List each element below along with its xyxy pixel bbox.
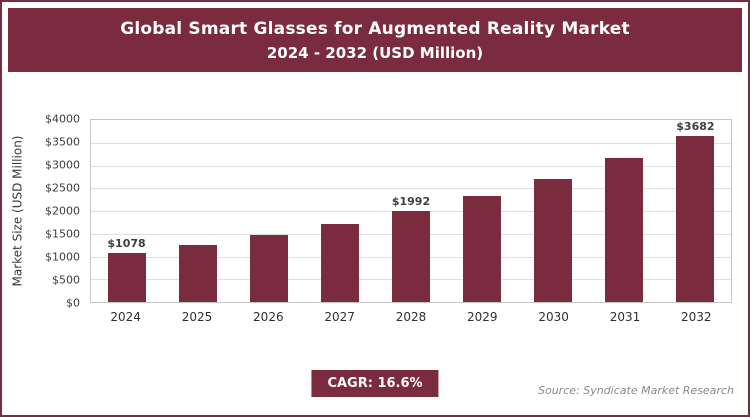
- y-tick-label: $0: [66, 296, 80, 310]
- bar: [391, 211, 430, 302]
- y-tick-label: $3500: [45, 135, 80, 149]
- x-tick-label: 2028: [395, 310, 427, 324]
- x-tick-label: 2030: [538, 310, 569, 324]
- y-axis-ticks: $4000 $3500 $3000 $2500 $2000 $1500 $1000 $500 $…: [36, 113, 86, 310]
- x-tick-label: 2025: [181, 310, 213, 324]
- bar-value-label: $1992: [391, 195, 431, 209]
- bar: [178, 244, 217, 302]
- x-tick-label: 2032: [681, 310, 712, 324]
- bar: [605, 158, 644, 302]
- y-tick-label: $2500: [45, 181, 80, 195]
- y-tick-label: $2000: [45, 204, 80, 218]
- bar: [463, 196, 502, 302]
- x-tick-label: 2024: [110, 310, 141, 324]
- bar-cell: [518, 120, 589, 302]
- bar-cell: [589, 120, 660, 302]
- gridline: [91, 188, 731, 190]
- bar: [107, 252, 146, 302]
- y-tick-label: $3000: [45, 158, 80, 172]
- bar-value-label: $3682: [676, 120, 715, 133]
- cagr-badge: CAGR: 16.6%: [311, 370, 439, 397]
- bar-cell: [162, 120, 233, 302]
- chart-title-banner: Global Smart Glasses for Augmented Reali…: [8, 8, 742, 72]
- x-tick-label: 2029: [467, 310, 498, 324]
- bar-cell: $1078: [91, 120, 162, 302]
- gridline: [91, 165, 731, 167]
- chart-title-line1: Global Smart Glasses for Augmented Reali…: [120, 18, 630, 39]
- bar-value-label: $1078: [107, 236, 146, 250]
- bars-row: $1078 $1992 $3682: [91, 120, 731, 302]
- x-tick-label: 2027: [324, 310, 355, 324]
- bar: [249, 235, 288, 302]
- bar-cell: $3682: [660, 120, 731, 302]
- gridline: [91, 142, 731, 144]
- y-tick-label: $1000: [45, 250, 80, 264]
- bar-cell: [304, 120, 375, 302]
- y-tick-label: $4000: [45, 112, 80, 126]
- bar: [676, 136, 715, 302]
- bar-cell: [447, 120, 518, 302]
- bar: [320, 224, 359, 302]
- source-attribution: Source: Syndicate Market Research: [538, 384, 734, 397]
- y-tick-label: $1500: [45, 227, 80, 241]
- bar-cell: $1992: [375, 120, 446, 302]
- chart-title-line2: 2024 - 2032 (USD Million): [266, 43, 484, 62]
- x-tick-label: 2031: [609, 310, 641, 324]
- plot-area: $1078 $1992 $3682: [90, 119, 732, 303]
- bar: [534, 178, 573, 302]
- bar-cell: [233, 120, 304, 302]
- y-axis-title: Market Size (USD Million): [10, 135, 24, 287]
- y-tick-label: $500: [52, 273, 80, 287]
- x-axis-labels: 2024 2025 2026 2027 2028 2029 2030 2031 2032: [90, 310, 732, 328]
- x-tick-label: 2026: [253, 310, 284, 324]
